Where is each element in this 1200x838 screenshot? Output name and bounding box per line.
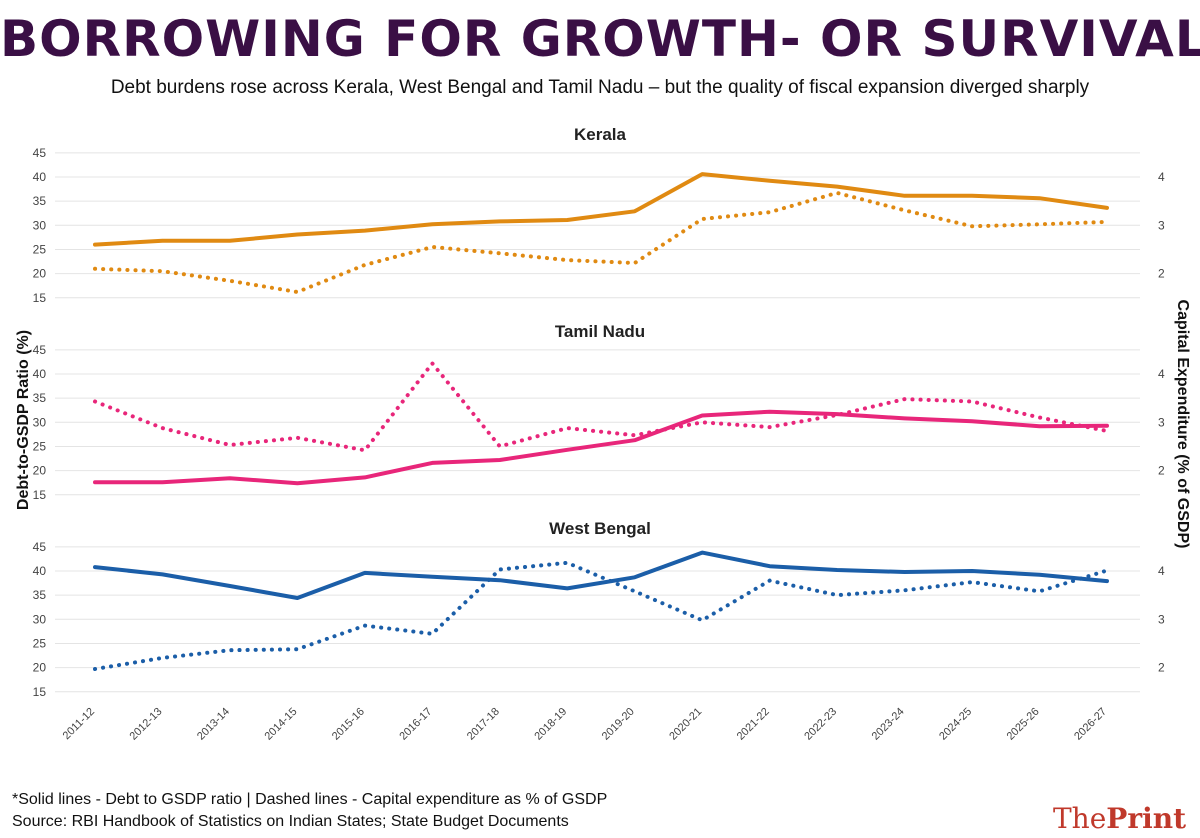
left-tick-label: 15 — [33, 488, 47, 502]
left-tick-label: 25 — [33, 242, 47, 256]
left-tick-label: 20 — [33, 464, 47, 478]
x-tick-label: 2023-24 — [870, 706, 907, 743]
x-tick-label: 2017-18 — [465, 706, 502, 743]
left-tick-label: 25 — [33, 636, 47, 650]
x-tick-label: 2021-22 — [735, 706, 772, 743]
left-tick-label: 40 — [33, 564, 47, 578]
left-tick-label: 30 — [33, 415, 47, 429]
left-tick-label: 15 — [33, 291, 47, 305]
right-tick-label: 2 — [1158, 267, 1165, 281]
left-tick-label: 35 — [33, 194, 47, 208]
y-axis-title: Debt-to-GSDP Ratio (%) — [15, 330, 32, 510]
x-tick-label: 2026-27 — [1072, 706, 1109, 743]
capex-series-line — [93, 190, 1109, 294]
x-tick-label: 2019-20 — [600, 706, 637, 743]
x-tick-label: 2014-15 — [262, 706, 299, 743]
debt-series-line — [93, 172, 1109, 247]
x-tick-label: 2016-17 — [397, 706, 434, 743]
x-tick-label: 2012-13 — [128, 706, 165, 743]
chart-title: BORROWING FOR GROWTH- OR SURVIVAL — [0, 10, 1200, 68]
x-tick-label: 2024-25 — [937, 706, 974, 743]
right-tick-label: 2 — [1158, 464, 1165, 478]
debt-series-line — [93, 409, 1109, 486]
left-tick-label: 45 — [33, 540, 47, 554]
right-tick-label: 2 — [1158, 661, 1165, 675]
right-tick-label: 3 — [1158, 218, 1165, 232]
right-tick-label: 4 — [1158, 170, 1165, 184]
left-tick-label: 45 — [33, 146, 47, 160]
left-tick-label: 40 — [33, 367, 47, 381]
left-tick-label: 45 — [33, 343, 47, 357]
right-tick-label: 3 — [1158, 612, 1165, 626]
left-tick-label: 15 — [33, 685, 47, 699]
x-tick-label: 2011-12 — [61, 706, 97, 742]
publisher-logo: ThePrint — [1052, 802, 1186, 835]
panel-title: Tamil Nadu — [555, 322, 645, 341]
left-tick-label: 20 — [33, 267, 47, 281]
source-note: Source: RBI Handbook of Statistics on In… — [12, 813, 569, 830]
panel-title: Kerala — [574, 125, 627, 144]
x-tick-label: 2025-26 — [1005, 706, 1042, 743]
y2-axis-title: Capital Expenditure (% of GSDP) — [1174, 300, 1191, 549]
debt-series-line — [93, 550, 1109, 600]
x-tick-label: 2022-23 — [802, 706, 839, 743]
right-tick-label: 3 — [1158, 415, 1165, 429]
left-tick-label: 40 — [33, 170, 47, 184]
left-tick-label: 30 — [33, 612, 47, 626]
left-tick-label: 30 — [33, 218, 47, 232]
panel-title: West Bengal — [549, 519, 651, 538]
footnote: *Solid lines - Debt to GSDP ratio | Dash… — [12, 791, 608, 808]
left-tick-label: 20 — [33, 661, 47, 675]
x-tick-label: 2013-14 — [195, 706, 232, 743]
left-tick-label: 25 — [33, 439, 47, 453]
left-tick-label: 35 — [33, 391, 47, 405]
right-tick-label: 4 — [1158, 367, 1165, 381]
capex-series-line — [93, 361, 1109, 453]
capex-series-line — [93, 560, 1109, 671]
chart-subtitle: Debt burdens rose across Kerala, West Be… — [110, 77, 1090, 98]
x-tick-label: 2020-21 — [667, 706, 704, 743]
left-tick-label: 35 — [33, 588, 47, 602]
x-tick-label: 2018-19 — [532, 706, 569, 743]
right-tick-label: 4 — [1158, 564, 1165, 578]
x-tick-label: 2015-16 — [330, 706, 367, 743]
